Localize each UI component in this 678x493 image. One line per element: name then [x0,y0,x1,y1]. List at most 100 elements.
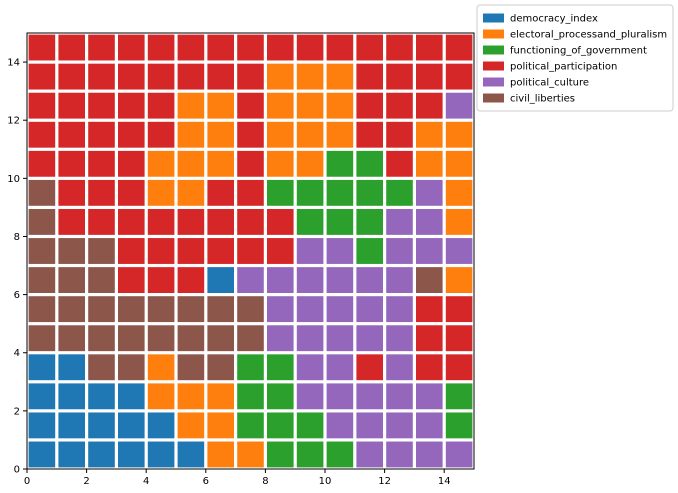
waffle-cell-political_culture [296,296,324,323]
waffle-cell-civil_liberties [147,325,175,352]
waffle-cell-political_participation [207,238,234,264]
waffle-cell-democracy_index [88,383,115,410]
waffle-cell-political_participation [386,63,413,90]
waffle-cell-electoral_processand_pluralism [326,63,354,90]
waffle-cell-electoral_processand_pluralism [147,150,175,177]
waffle-cell-democracy_index [207,267,234,293]
waffle-cell-political_participation [356,354,383,381]
waffle-cell-political_participation [237,92,264,119]
y-tick-label: 4 [14,348,20,359]
x-tick-label: 8 [262,476,268,487]
waffle-cell-political_participation [88,150,115,177]
waffle-cell-political_culture [386,296,413,323]
waffle-cell-political_participation [267,209,294,235]
waffle-cell-political_participation [416,325,443,352]
waffle-cell-electoral_processand_pluralism [445,150,473,177]
x-tick-label: 10 [319,476,332,487]
waffle-cell-political_participation [207,63,234,90]
x-tick-label: 6 [203,476,209,487]
waffle-cell-political_participation [118,150,145,177]
waffle-cell-political_culture [356,441,383,468]
waffle-cell-civil_liberties [416,267,443,293]
waffle-cell-political_participation [237,238,264,264]
waffle-cell-political_culture [296,354,324,381]
waffle-cell-political_participation [237,209,264,235]
waffle-cell-democracy_index [58,412,85,439]
legend-swatch-political_culture [483,77,504,87]
waffle-cell-political_participation [445,34,473,61]
x-tick-label: 0 [24,476,30,487]
y-tick-label: 12 [7,116,20,127]
waffle-cell-political_participation [118,238,145,264]
waffle-cell-electoral_processand_pluralism [177,121,205,148]
waffle-cell-electoral_processand_pluralism [207,150,234,177]
waffle-cell-electoral_processand_pluralism [267,63,294,90]
waffle-cell-political_culture [326,412,354,439]
waffle-cell-political_participation [207,179,234,206]
waffle-cell-electoral_processand_pluralism [416,150,443,177]
waffle-cell-civil_liberties [237,296,264,323]
waffle-cell-political_participation [386,34,413,61]
waffle-cell-electoral_processand_pluralism [177,383,205,410]
waffle-cell-electoral_processand_pluralism [296,150,324,177]
waffle-cell-electoral_processand_pluralism [445,179,473,206]
waffle-cell-electoral_processand_pluralism [326,121,354,148]
waffle-cell-political_participation [58,63,85,90]
axes: 0 2 4 6 8 10 12 14 0 2 4 6 8 10 12 14 [7,32,475,487]
waffle-cell-democracy_index [58,354,85,381]
waffle-cell-political_participation [177,34,205,61]
waffle-cell-civil_liberties [177,296,205,323]
legend-label-political_culture: political_culture [510,78,589,89]
legend-swatch-functioning_of_government [483,45,504,55]
waffle-cell-functioning_of_government [326,441,354,468]
waffle-cell-political_culture [386,325,413,352]
waffle-cell-political_culture [386,354,413,381]
waffle-cell-political_culture [356,267,383,293]
waffle-cell-political_culture [326,354,354,381]
waffle-cell-democracy_index [28,383,56,410]
x-tick-label: 14 [438,476,451,487]
legend-label-civil_liberties: civil_liberties [510,94,575,105]
waffle-cell-civil_liberties [177,354,205,381]
waffle-cell-functioning_of_government [237,354,264,381]
waffle-cell-electoral_processand_pluralism [207,121,234,148]
waffle-cell-electoral_processand_pluralism [267,150,294,177]
waffle-cell-democracy_index [28,354,56,381]
waffle-cell-political_culture [326,238,354,264]
waffle-cell-political_participation [386,121,413,148]
waffle-cell-functioning_of_government [267,383,294,410]
waffle-cell-functioning_of_government [356,209,383,235]
waffle-cell-democracy_index [118,412,145,439]
waffle-cell-political_participation [386,150,413,177]
waffle-cell-democracy_index [58,441,85,468]
waffle-cell-political_culture [296,238,324,264]
waffle-cell-functioning_of_government [386,179,413,206]
y-tick-label: 2 [14,406,20,417]
waffle-cell-political_culture [296,383,324,410]
waffle-cell-electoral_processand_pluralism [207,92,234,119]
waffle-cell-electoral_processand_pluralism [267,92,294,119]
waffle-cell-democracy_index [118,383,145,410]
waffle-cell-electoral_processand_pluralism [207,441,234,468]
waffle-cell-electoral_processand_pluralism [207,412,234,439]
waffle-cell-political_participation [147,63,175,90]
waffle-cell-political_participation [207,34,234,61]
waffle-cell-political_culture [356,296,383,323]
legend-swatch-electoral_processand_pluralism [483,29,504,39]
waffle-cell-political_culture [416,441,443,468]
waffle-cell-political_participation [177,238,205,264]
waffle-cell-functioning_of_government [237,383,264,410]
waffle-cells [28,34,473,468]
waffle-cell-electoral_processand_pluralism [147,354,175,381]
waffle-cell-political_participation [416,354,443,381]
waffle-cell-democracy_index [147,441,175,468]
waffle-cell-political_culture [386,209,413,235]
waffle-cell-political_culture [267,325,294,352]
waffle-cell-democracy_index [88,441,115,468]
axes-frame [26,32,475,470]
waffle-cell-political_culture [445,92,473,119]
waffle-cell-political_culture [386,412,413,439]
waffle-cell-civil_liberties [88,325,115,352]
waffle-cell-functioning_of_government [296,412,324,439]
waffle-cell-functioning_of_government [267,412,294,439]
